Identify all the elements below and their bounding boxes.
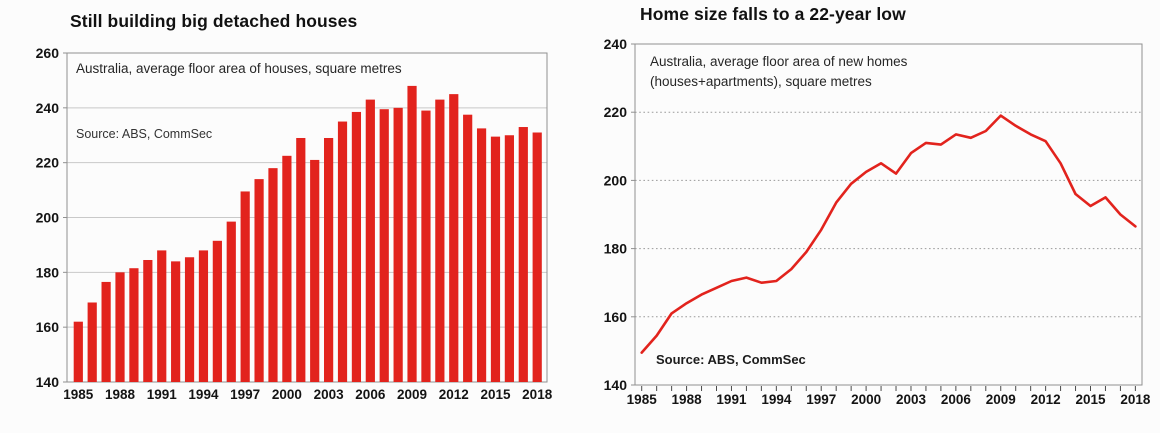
x-axis-label-1991: 1991 [147,387,178,402]
line-chart-title: Home size falls to a 22-year low [640,4,906,24]
y-axis-label-220: 220 [36,155,60,171]
bar-1997 [240,191,250,382]
bar-1988 [115,272,125,382]
x-axis-label-2003: 2003 [314,387,345,402]
x-axis-label-2000: 2000 [272,387,302,402]
x-axis-label-1988: 1988 [105,387,136,402]
x-axis-label-2012: 2012 [439,387,469,402]
y-axis-label-160: 160 [604,309,628,325]
bar-1996 [226,221,236,382]
line-chart-subtitle: Australia, average floor area of new hom… [650,52,907,92]
bar-2006 [365,99,375,382]
bar-2004 [337,121,348,383]
y-axis-label-240: 240 [604,36,628,52]
bar-1998 [254,179,264,382]
line-chart-plot: 140 160 180 200 220 240 1985 1988 1991 1994 1997 20… [604,36,1151,407]
y-axis-label-260: 260 [36,45,60,61]
y-axis-label-180: 180 [604,241,628,257]
home-size-line [640,114,1137,354]
bar-2012 [449,94,459,382]
bar-1992 [171,261,181,382]
x-axis-label-2015: 2015 [1075,392,1106,407]
bar-1986 [87,302,97,382]
bars [73,85,542,383]
bar-2018 [532,132,542,382]
y-axis-label-220: 220 [604,104,628,120]
x-axis-label-2018: 2018 [1120,392,1151,407]
x-axis-label-2009: 2009 [397,387,427,402]
y-axis-label-180: 180 [36,264,60,280]
bar-2010 [421,110,431,382]
bar-1994 [198,250,209,382]
bar-2001 [296,137,306,382]
x-axis-label-1985: 1985 [627,392,658,407]
bar-2002 [310,159,320,382]
bar-2011 [435,99,445,382]
bar-2000 [282,155,292,382]
y-axis-label-200: 200 [36,210,60,226]
bar-2008 [393,107,403,382]
bar-chart-source: Source: ABS, CommSec [76,127,213,141]
x-axis-label-1994: 1994 [188,387,219,402]
bar-1989 [129,268,139,382]
x-axis-labels: 1985 1988 1991 1994 1997 2000 2003 2006 2009 2012… [627,392,1151,407]
bar-1993 [184,257,195,382]
x-axis-label-2012: 2012 [1031,392,1061,407]
bar-1985 [73,321,83,382]
x-axis-label-2018: 2018 [522,387,553,402]
bar-1991 [157,250,167,382]
x-axis-label-1997: 1997 [230,387,260,402]
bar-1987 [101,281,111,382]
bar-2014 [476,128,487,382]
y-axis-label-240: 240 [36,100,60,116]
bar-1999 [268,168,278,382]
line-chart-subtitle-line2: (houses+apartments), square metres [650,74,872,89]
x-minor-ticks [641,386,1136,391]
x-axis-label-2000: 2000 [851,392,881,407]
x-axis-label-2003: 2003 [896,392,927,407]
y-axis-label-140: 140 [604,377,628,393]
x-axis-label-1985: 1985 [63,387,94,402]
bar-2016 [504,135,514,382]
x-axis-label-1994: 1994 [761,392,792,407]
bar-2009 [407,85,417,383]
bar-1995 [212,240,222,382]
bar-2017 [518,127,528,383]
bar-2003 [324,137,334,382]
x-axis-label-2006: 2006 [941,392,972,407]
y-gridlines [635,111,1142,318]
x-axis-label-2015: 2015 [480,387,511,402]
x-axis-labels: 1985 1988 1991 1994 1997 2000 2003 2006 2009 2012… [63,387,552,402]
bar-chart-plot: 140 160 180 200 220 240 260 1985 1988 1991 1994 199… [36,45,553,402]
bar-2015 [490,136,501,382]
y-axis-label-200: 200 [604,172,628,188]
line-chart-source: Source: ABS, CommSec [656,352,806,367]
y-axis: 140 160 180 200 220 240 260 [36,45,67,390]
y-axis: 140 160 180 200 220 240 [604,36,635,393]
bar-2005 [351,111,362,382]
x-axis-label-2006: 2006 [355,387,386,402]
x-axis-label-1991: 1991 [716,392,747,407]
y-axis-label-140: 140 [36,374,60,390]
bar-chart-subtitle: Australia, average floor area of houses,… [76,61,402,76]
y-axis-label-160: 160 [36,319,60,335]
bar-1990 [143,259,153,382]
bar-2007 [379,109,389,383]
plot-border [634,43,1143,386]
line-chart-subtitle-line1: Australia, average floor area of new hom… [650,54,908,69]
x-axis-label-1997: 1997 [806,392,836,407]
x-axis-label-2009: 2009 [986,392,1016,407]
bar-2013 [463,114,473,382]
bar-chart-title: Still building big detached houses [70,11,358,31]
x-axis-label-1988: 1988 [672,392,703,407]
